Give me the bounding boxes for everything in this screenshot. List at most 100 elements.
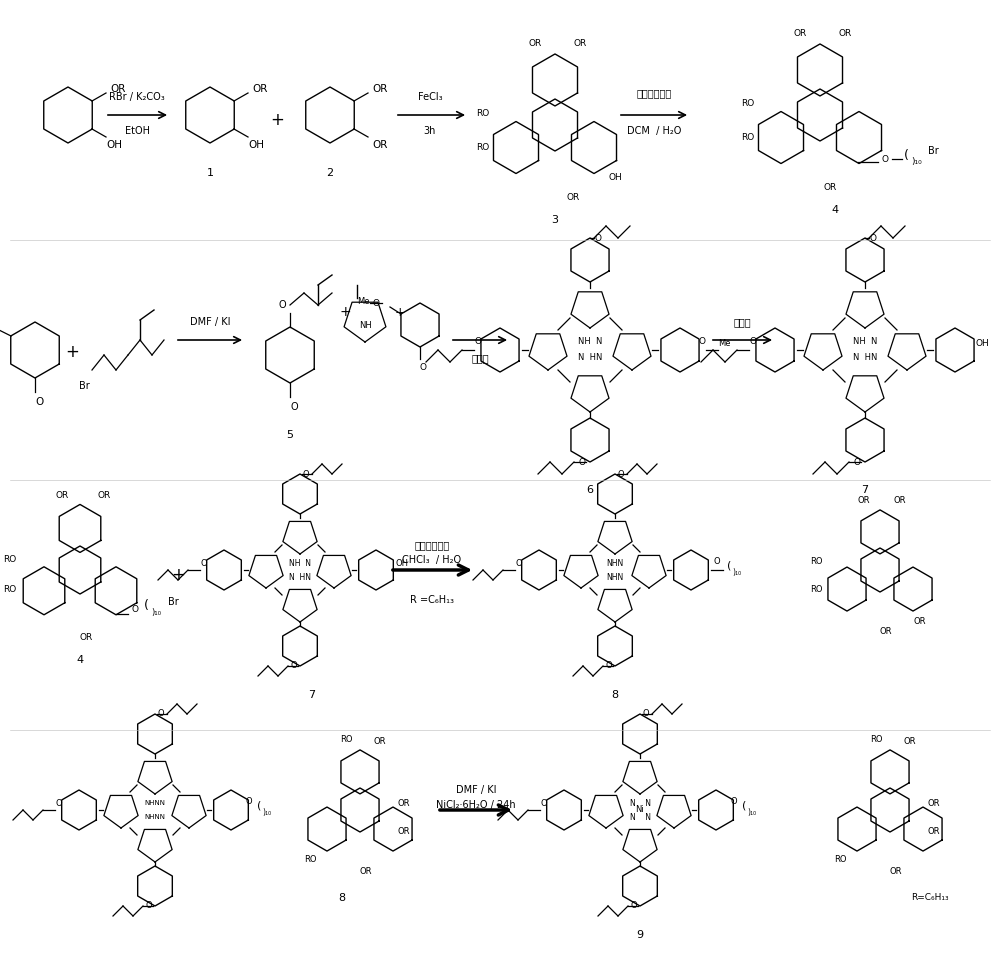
Text: OR: OR — [372, 84, 388, 94]
Text: RO: RO — [810, 585, 822, 595]
Text: +: + — [65, 343, 79, 361]
Text: 浓盐酸: 浓盐酸 — [733, 317, 751, 327]
Text: (: ( — [257, 801, 261, 811]
Text: NiCl₂·6H₂O / 24h: NiCl₂·6H₂O / 24h — [436, 800, 516, 810]
Text: OR: OR — [55, 490, 69, 499]
Text: DCM  / H₂O: DCM / H₂O — [627, 126, 681, 136]
Text: RO: RO — [834, 855, 846, 864]
Text: O: O — [698, 337, 706, 347]
Text: NH  N: NH N — [578, 337, 602, 347]
Text: O: O — [303, 469, 309, 478]
Text: NH  N: NH N — [289, 559, 311, 567]
Text: OH: OH — [248, 140, 264, 150]
Text: O: O — [35, 397, 43, 407]
Text: N    N: N N — [630, 812, 650, 822]
Text: OR: OR — [914, 618, 926, 627]
Text: N  HN: N HN — [578, 354, 602, 362]
Text: )₁₀: )₁₀ — [732, 567, 742, 577]
Text: +: + — [395, 306, 405, 318]
Text: RBr / K₂CO₃: RBr / K₂CO₃ — [109, 92, 165, 102]
Text: RO: RO — [870, 736, 882, 744]
Text: O: O — [631, 901, 637, 910]
Text: OR: OR — [928, 828, 940, 836]
Text: RO: RO — [741, 99, 755, 107]
Text: 7: 7 — [861, 485, 869, 495]
Text: OR: OR — [360, 868, 372, 877]
Text: OR: OR — [79, 632, 93, 642]
Text: O: O — [606, 662, 612, 671]
Text: O: O — [882, 154, 889, 164]
Text: 四丁基溴化铵: 四丁基溴化铵 — [414, 540, 450, 550]
Text: O: O — [643, 710, 649, 718]
Text: (: ( — [727, 561, 731, 571]
Text: RO: RO — [340, 736, 352, 744]
Text: O: O — [291, 662, 297, 671]
Text: )₁₀: )₁₀ — [262, 808, 272, 816]
Text: OR: OR — [928, 800, 940, 809]
Text: Me: Me — [718, 339, 730, 349]
Text: RO: RO — [476, 108, 490, 118]
Text: RO: RO — [741, 132, 755, 142]
Text: OR: OR — [372, 140, 388, 150]
Text: 8: 8 — [338, 893, 346, 903]
Text: O: O — [731, 797, 737, 807]
Text: O: O — [618, 469, 624, 478]
Text: NHNN: NHNN — [144, 800, 166, 806]
Text: +: + — [171, 566, 185, 584]
Text: RO: RO — [3, 556, 17, 564]
Text: 二甲苯: 二甲苯 — [471, 353, 489, 363]
Text: RO: RO — [304, 855, 316, 864]
Text: OR: OR — [566, 193, 580, 201]
Text: 7: 7 — [308, 690, 316, 700]
Text: O: O — [246, 797, 252, 807]
Text: 4: 4 — [831, 205, 839, 215]
Text: NH: NH — [359, 321, 371, 330]
Text: O: O — [146, 901, 152, 910]
Text: Me: Me — [357, 296, 369, 306]
Text: 3h: 3h — [424, 126, 436, 136]
Text: Br: Br — [79, 381, 89, 391]
Text: O: O — [420, 362, 426, 372]
Text: DMF / KI: DMF / KI — [190, 317, 230, 327]
Text: DMF / KI: DMF / KI — [456, 785, 496, 795]
Text: OR: OR — [838, 29, 852, 37]
Text: )₁₀: )₁₀ — [747, 808, 757, 816]
Text: +: + — [270, 111, 284, 129]
Text: OR: OR — [528, 38, 542, 48]
Text: OR: OR — [110, 84, 126, 94]
Text: )₁₀: )₁₀ — [912, 156, 922, 166]
Text: OR: OR — [793, 29, 807, 37]
Text: OR: OR — [880, 627, 892, 636]
Text: EtOH: EtOH — [124, 126, 150, 136]
Text: Br: Br — [928, 146, 938, 156]
Text: O: O — [594, 234, 602, 242]
Text: 1: 1 — [207, 168, 214, 178]
Text: R =C₆H₁₃: R =C₆H₁₃ — [410, 595, 454, 605]
Text: NHN: NHN — [606, 559, 624, 567]
Text: OH: OH — [106, 140, 122, 150]
Text: +: + — [339, 305, 351, 319]
Text: 9: 9 — [636, 930, 644, 940]
Text: OR: OR — [97, 490, 111, 499]
Text: 4: 4 — [76, 655, 84, 665]
Text: O: O — [475, 337, 482, 347]
Text: O: O — [201, 559, 207, 567]
Text: OR: OR — [374, 738, 386, 746]
Text: O: O — [854, 458, 860, 467]
Text: OR: OR — [823, 183, 837, 192]
Text: FeCl₃: FeCl₃ — [418, 92, 442, 102]
Text: NHNN: NHNN — [144, 814, 166, 820]
Text: O: O — [56, 799, 62, 808]
Text: 2: 2 — [326, 168, 334, 178]
Text: NH  N: NH N — [853, 337, 877, 347]
Text: N  HN: N HN — [853, 354, 877, 362]
Text: O: O — [290, 402, 298, 412]
Text: O: O — [870, 234, 876, 242]
Text: CHCl₃  / H₂O: CHCl₃ / H₂O — [402, 555, 462, 565]
Text: R=C₆H₁₃: R=C₆H₁₃ — [911, 894, 949, 902]
Text: )₁₀: )₁₀ — [151, 608, 161, 618]
Text: NHN: NHN — [606, 573, 624, 582]
Text: OR: OR — [573, 38, 587, 48]
Text: N  HN: N HN — [289, 573, 311, 582]
Text: O: O — [750, 337, 757, 347]
